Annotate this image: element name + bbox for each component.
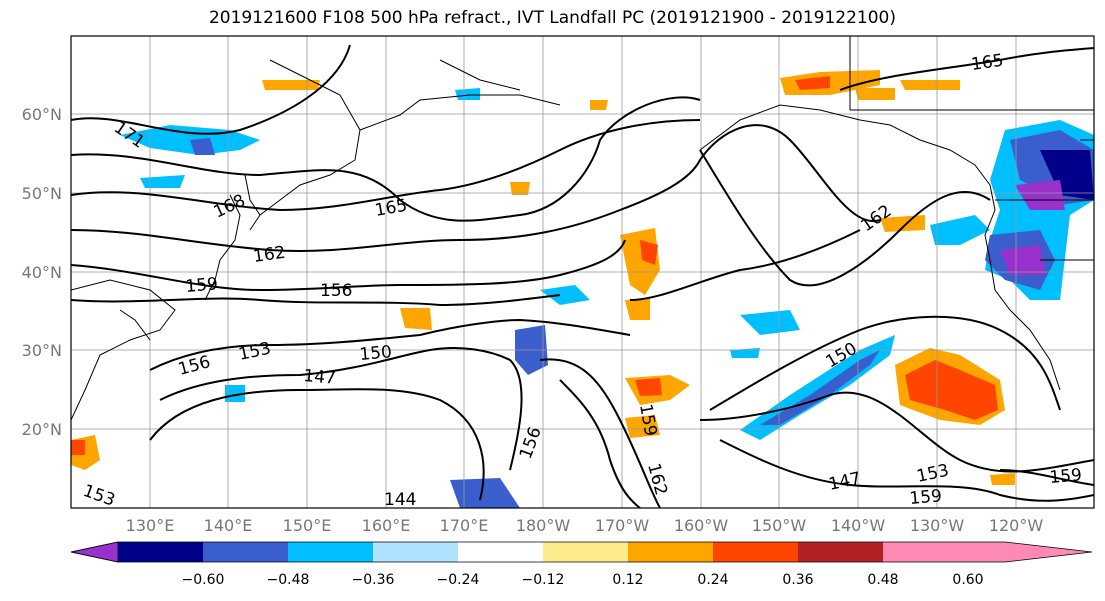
lon-tick-label: 160°W: [674, 516, 729, 535]
colorbar-tick-label: 0.48: [867, 572, 898, 588]
map-frame: [70, 35, 1095, 509]
lon-tick-label: 150°E: [283, 516, 332, 535]
lat-tick-label: 40°N: [22, 263, 62, 282]
contour-label: 162: [252, 243, 287, 267]
colorbar-tick-label: −0.60: [182, 572, 225, 588]
lat-tick-label: 20°N: [22, 420, 62, 439]
lon-tick-label: 140°E: [204, 516, 253, 535]
map-title: 2019121600 F108 500 hPa refract., IVT La…: [208, 8, 896, 28]
colorbar-tick-label: −0.36: [352, 572, 395, 588]
colorbar-extend-right: [883, 542, 1092, 562]
contour-label: 147: [303, 366, 337, 389]
lon-tick-label: 140°W: [831, 516, 886, 535]
contour-label: 159: [1049, 465, 1083, 488]
colorbar-tick-label: 0.12: [612, 572, 643, 588]
colorbar-tick-label: −0.12: [522, 572, 565, 588]
contour-label: 156: [320, 281, 352, 301]
colorbar-tick-label: 0.36: [782, 572, 813, 588]
colorbar-tick-label: 0.60: [952, 572, 983, 588]
lon-tick-label: 170°W: [595, 516, 650, 535]
colorbar-extend-left: [70, 541, 119, 563]
lon-tick-label: 130°W: [910, 516, 965, 535]
contour-label: 159: [185, 274, 219, 297]
lon-tick-label: 180°W: [516, 516, 571, 535]
lat-axis: 60°N 50°N 40°N 30°N 20°N: [22, 105, 62, 439]
colorbar-swatch: [713, 542, 798, 562]
lon-tick-label: 150°W: [752, 516, 807, 535]
colorbar-swatch: [118, 542, 203, 562]
refractivity-contours: [71, 44, 1094, 508]
lon-tick-label: 170°E: [440, 516, 489, 535]
colorbar-tick-label: 0.24: [697, 572, 728, 588]
lon-tick-label: 120°W: [989, 516, 1044, 535]
lat-tick-label: 30°N: [22, 341, 62, 360]
contour-label: 144: [384, 490, 416, 510]
colorbar-swatch: [798, 542, 883, 562]
colorbar-tick-label: −0.48: [267, 572, 310, 588]
colorbar: −0.60 −0.48 −0.36 −0.24 −0.12 0.12 0.24 …: [70, 541, 1093, 588]
contour-label: 165: [970, 51, 1005, 75]
colorbar-swatch: [288, 542, 373, 562]
graticule: [71, 36, 1094, 508]
lon-axis: 130°E 140°E 150°E 160°E 170°E 180°W 170°…: [126, 516, 1044, 535]
colorbar-swatch: [458, 542, 543, 562]
colorbar-tick-label: −0.24: [437, 572, 480, 588]
contour-label: 159: [909, 486, 943, 509]
lon-tick-label: 160°E: [362, 516, 411, 535]
colorbar-swatch: [203, 542, 288, 562]
lat-tick-label: 50°N: [22, 184, 62, 203]
contour-label: 150: [359, 342, 393, 365]
colorbar-swatch: [543, 542, 628, 562]
lat-tick-label: 60°N: [22, 105, 62, 124]
colorbar-swatch: [628, 542, 713, 562]
colorbar-swatch: [373, 542, 458, 562]
ivt-shading: [71, 70, 1094, 508]
lon-tick-label: 130°E: [126, 516, 175, 535]
coastlines: [71, 36, 1094, 421]
